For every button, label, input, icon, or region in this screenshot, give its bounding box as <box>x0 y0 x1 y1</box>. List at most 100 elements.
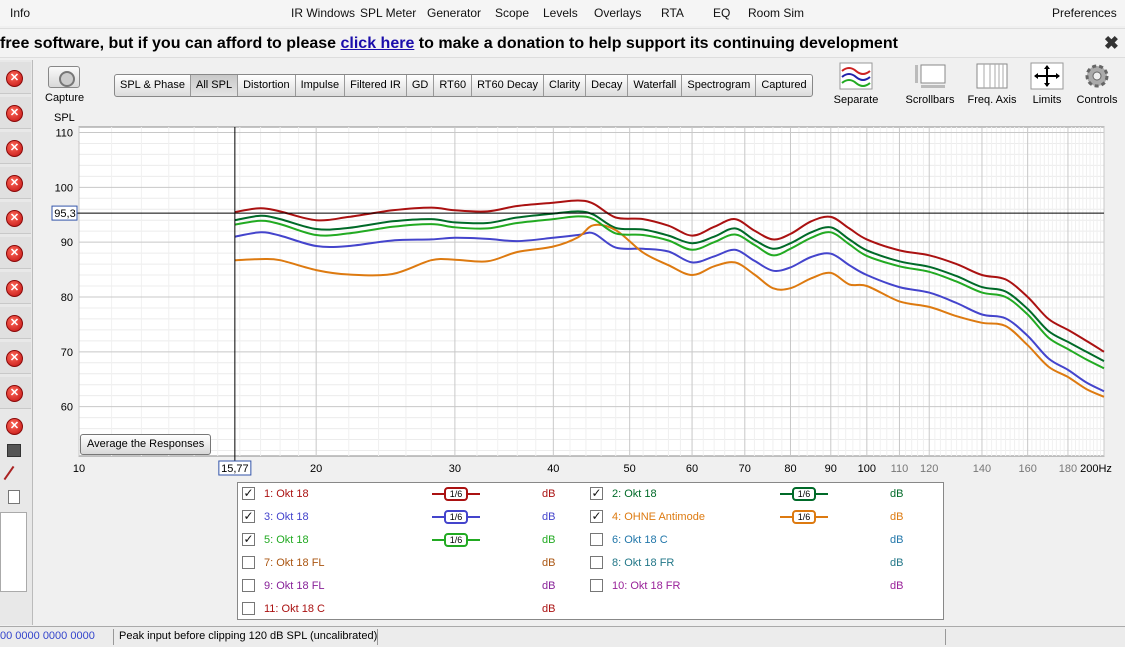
status-message: Peak input before clipping 120 dB SPL (u… <box>119 630 378 642</box>
legend-row: ✓ 3: Okt 18 1/6 dB <box>242 508 582 526</box>
remove-measurement-icon[interactable]: ✕ <box>6 280 23 297</box>
measurement-checkbox[interactable]: ✓ <box>242 532 255 546</box>
tab-decay[interactable]: Decay <box>586 75 629 96</box>
smoothing-selector[interactable]: 1/6 <box>780 487 828 501</box>
tab-rt60[interactable]: RT60 <box>434 75 473 96</box>
close-banner-icon[interactable]: ✖ <box>1103 33 1119 53</box>
menu-spl-meter[interactable]: SPL Meter <box>360 6 417 20</box>
tab-waterfall[interactable]: Waterfall <box>628 75 683 96</box>
x-tick-label: 180 <box>1059 463 1077 475</box>
y-tick-label: 90 <box>61 237 73 249</box>
gear-tool[interactable]: Controls <box>1074 62 1120 106</box>
measurement-checkbox[interactable] <box>242 556 255 569</box>
tab-captured[interactable]: Captured <box>761 79 807 91</box>
camera-icon[interactable] <box>48 66 80 88</box>
limits-icon <box>1030 62 1064 90</box>
legend-row: 6: Okt 18 C dB <box>590 531 930 549</box>
measurement-name[interactable]: 10: Okt 18 FR <box>612 580 681 592</box>
measurement-checkbox[interactable] <box>242 602 255 615</box>
status-bar: 00 0000 0000 0000 Peak input before clip… <box>0 626 1125 647</box>
donation-link[interactable]: click here <box>340 35 415 52</box>
y-tick-label: 70 <box>61 347 73 359</box>
tab-spl-phase[interactable]: SPL & Phase <box>115 75 192 96</box>
menu-overlays[interactable]: Overlays <box>594 6 642 20</box>
notes-icon[interactable] <box>8 490 20 504</box>
donation-suffix: to make a donation to help support its c… <box>414 35 898 52</box>
measurement-name[interactable]: 7: Okt 18 FL <box>264 557 325 569</box>
measurement-unit: dB <box>890 580 904 592</box>
remove-measurement-icon[interactable]: ✕ <box>6 70 23 87</box>
smoothing-selector[interactable]: 1/6 <box>432 487 480 501</box>
status-separator <box>113 629 114 645</box>
menu-levels[interactable]: Levels <box>543 6 578 20</box>
save-icon[interactable] <box>7 444 21 457</box>
measurement-checkbox[interactable]: ✓ <box>590 509 603 523</box>
menu-room-sim[interactable]: Room Sim <box>748 6 805 20</box>
remove-measurement-icon[interactable]: ✕ <box>6 350 23 367</box>
measurement-name[interactable]: 2: Okt 18 <box>612 488 657 500</box>
tab-all-spl[interactable]: All SPL <box>191 75 239 96</box>
average-responses-button[interactable]: Average the Responses <box>80 434 212 455</box>
tab-gd[interactable]: GD <box>407 75 435 96</box>
tab-spectrogram[interactable]: Spectrogram <box>682 75 757 96</box>
measurement-name[interactable]: 4: OHNE Antimode <box>612 511 705 523</box>
gear-icon <box>1080 62 1114 90</box>
menu-rta[interactable]: RTA <box>661 6 684 20</box>
measurement-unit: dB <box>890 488 904 500</box>
tab-clarity[interactable]: Clarity <box>544 75 587 96</box>
measurement-name[interactable]: 1: Okt 18 <box>264 488 309 500</box>
measurement-name[interactable]: 9: Okt 18 FL <box>264 580 325 592</box>
measurement-checkbox[interactable]: ✓ <box>242 486 255 500</box>
remove-measurement-icon[interactable]: ✕ <box>6 175 23 192</box>
remove-measurement-icon[interactable]: ✕ <box>6 140 23 157</box>
smoothing-selector[interactable]: 1/6 <box>432 510 480 524</box>
remove-measurement-icon[interactable]: ✕ <box>6 210 23 227</box>
menu-ir-windows[interactable]: IR Windows <box>291 6 356 20</box>
notes-area[interactable] <box>0 512 27 592</box>
remove-measurement-icon[interactable]: ✕ <box>6 105 23 122</box>
smoothing-value: 1/6 <box>444 487 468 501</box>
limits-tool[interactable]: Limits <box>1027 62 1067 106</box>
measurement-name[interactable]: 6: Okt 18 C <box>612 534 668 546</box>
measurement-name[interactable]: 3: Okt 18 <box>264 511 309 523</box>
tab-impulse[interactable]: Impulse <box>296 75 346 96</box>
menu-info[interactable]: Info <box>10 6 31 20</box>
smoothing-selector[interactable]: 1/6 <box>432 533 480 547</box>
remove-all-icon[interactable]: ✕ <box>6 418 23 435</box>
smoothing-selector[interactable]: 1/6 <box>780 510 828 524</box>
menu-eq[interactable]: EQ <box>713 6 731 20</box>
measurement-name[interactable]: 11: Okt 18 C <box>264 603 325 615</box>
menu-generator[interactable]: Generator <box>427 6 482 20</box>
spl-chart[interactable]: 110 100 90 80 70 60 10 20 30 40 50 60 70 80 90 100 110 12… <box>0 120 1125 480</box>
measurement-checkbox[interactable]: ✓ <box>590 486 603 500</box>
tool-label: Limits <box>1032 94 1062 106</box>
x-tick-label: 200Hz <box>1080 463 1112 475</box>
freq-axis-tool[interactable]: Freq. Axis <box>965 62 1019 106</box>
tab-distortion[interactable]: Distortion <box>238 75 296 96</box>
measurement-checkbox[interactable] <box>590 533 603 546</box>
tab-filtered-ir[interactable]: Filtered IR <box>345 75 407 96</box>
measurement-checkbox[interactable]: ✓ <box>242 509 255 523</box>
measurement-checkbox[interactable] <box>590 556 603 569</box>
y-tick-label: 80 <box>61 292 73 304</box>
scrollbars-tool[interactable]: Scrollbars <box>902 62 958 106</box>
measurement-checkbox[interactable] <box>590 579 603 592</box>
y-tick-label: 100 <box>55 182 73 194</box>
remove-measurement-icon[interactable]: ✕ <box>6 315 23 332</box>
remove-measurement-icon[interactable]: ✕ <box>6 385 23 402</box>
measurement-name[interactable]: 5: Okt 18 <box>264 534 309 546</box>
legend-row: ✓ 2: Okt 18 1/6 dB <box>590 485 930 503</box>
smoothing-value: 1/6 <box>792 510 816 524</box>
series-line-5-okt-18 <box>234 215 1105 370</box>
tool-label: Scrollbars <box>905 94 955 106</box>
measurement-name[interactable]: 8: Okt 18 FR <box>612 557 675 569</box>
separate-tool[interactable]: Separate <box>830 62 882 106</box>
measurement-unit: dB <box>542 534 556 546</box>
capture-label[interactable]: Capture <box>45 92 85 104</box>
measurement-checkbox[interactable] <box>242 579 255 592</box>
menu-preferences[interactable]: Preferences <box>1052 6 1117 20</box>
remove-measurement-icon[interactable]: ✕ <box>6 245 23 262</box>
menu-scope[interactable]: Scope <box>495 6 530 20</box>
tool-label: Separate <box>833 94 879 106</box>
tab-rt60-decay[interactable]: RT60 Decay <box>472 75 544 96</box>
